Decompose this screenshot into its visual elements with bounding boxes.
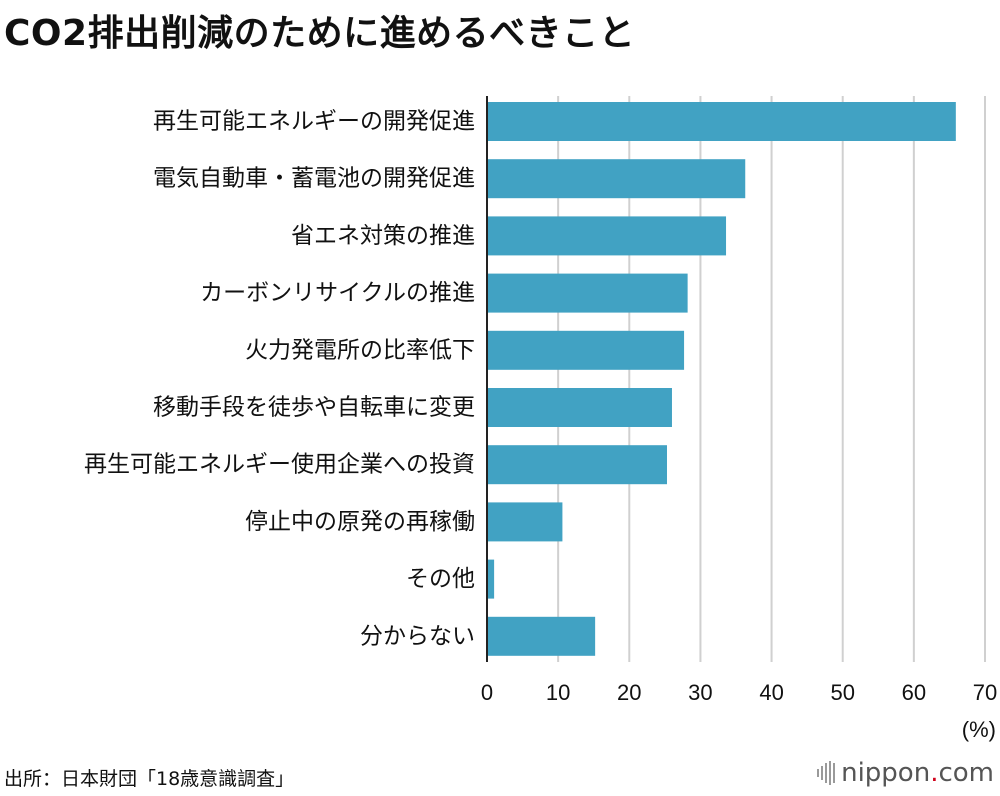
bar: [487, 102, 956, 141]
logo-mark-icon: [817, 761, 836, 785]
category-label: カーボンリサイクルの推進: [200, 280, 475, 306]
bar: [487, 559, 495, 599]
x-tick-label: 50: [830, 680, 854, 705]
unit-label: (%): [962, 717, 996, 742]
x-tick-label: 30: [688, 680, 712, 705]
x-tick-label: 20: [617, 680, 641, 705]
category-label: 省エネ対策の推進: [291, 223, 475, 249]
category-label: 電気自動車・蓄電池の開発促進: [153, 166, 475, 192]
bar: [487, 616, 596, 656]
category-label: 火力発電所の比率低下: [245, 337, 475, 363]
source-note: 出所：日本財団「18歳意識調査」: [4, 768, 295, 790]
bar: [487, 159, 746, 199]
x-tick-label: 60: [902, 680, 926, 705]
bar: [487, 330, 685, 370]
x-tick-label: 0: [481, 680, 493, 705]
logo-dot: .: [930, 758, 939, 788]
category-label: 再生可能エネルギーの開発促進: [153, 109, 475, 135]
x-tick-label: 40: [759, 680, 783, 705]
category-label: 分からない: [360, 623, 475, 649]
nippon-logo: nippon. com: [817, 758, 994, 788]
bar: [487, 445, 667, 485]
x-tick-label: 10: [546, 680, 570, 705]
bar: [487, 216, 727, 256]
x-tick-label: 70: [973, 680, 997, 705]
category-label: 停止中の原発の再稼働: [245, 509, 475, 535]
category-label: その他: [406, 566, 475, 592]
logo-tld: com: [938, 758, 994, 788]
category-label: 移動手段を徒歩や自転車に変更: [153, 395, 475, 421]
bar: [487, 502, 563, 542]
bar: [487, 388, 672, 427]
bar: [487, 273, 688, 313]
category-label: 再生可能エネルギー使用企業への投資: [84, 452, 475, 478]
chart-title: CO2排出削減のために進めるべきこと: [4, 13, 636, 54]
logo-name: nippon: [841, 758, 931, 788]
